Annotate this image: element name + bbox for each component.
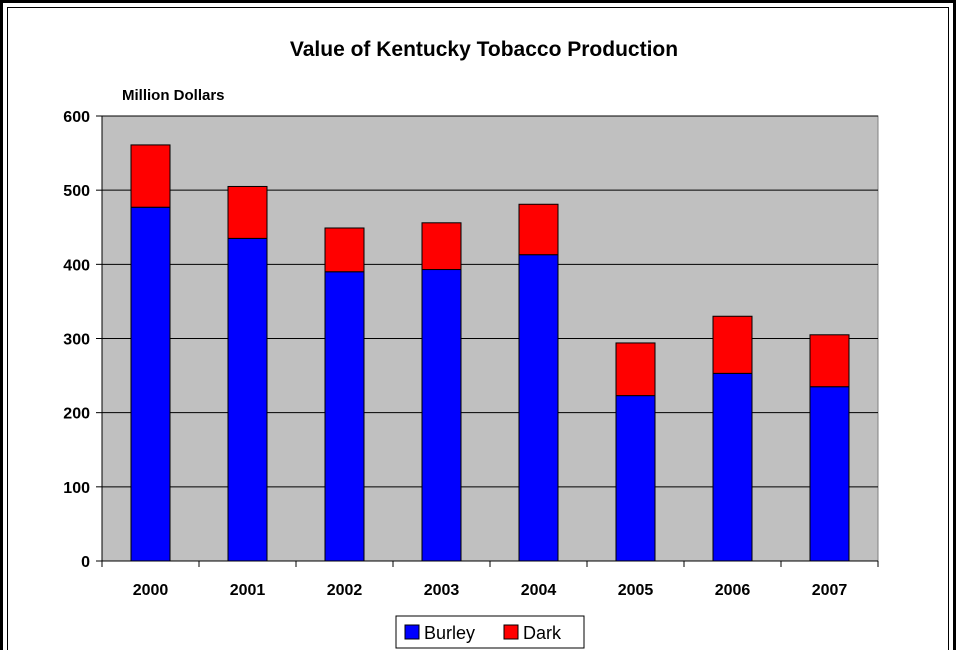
chart-inner-frame <box>7 7 949 650</box>
bar-burley-2001 <box>227 237 268 562</box>
legend-swatch-dark <box>503 624 519 640</box>
x-tick-label: 2005 <box>618 582 654 599</box>
bar-burley-2005 <box>615 395 656 562</box>
bar-dark-2007 <box>809 334 850 388</box>
x-tick-label: 2004 <box>521 582 557 599</box>
axes <box>96 115 879 567</box>
y-tick-label: 500 <box>63 183 90 200</box>
chart-title: Value of Kentucky Tobacco Production <box>290 38 678 61</box>
legend: Burley Dark <box>395 615 585 649</box>
x-tick-label: 2000 <box>133 582 169 599</box>
x-tick-label: 2006 <box>715 582 751 599</box>
bar-burley-2006 <box>712 372 753 562</box>
x-tick-label: 2001 <box>230 582 266 599</box>
bar-burley-2004 <box>518 254 559 562</box>
y-tick-label: 200 <box>63 406 90 423</box>
y-tick-label: 0 <box>81 554 90 571</box>
bar-burley-2002 <box>324 271 365 562</box>
legend-swatch-burley <box>404 624 420 640</box>
y-tick-label: 100 <box>63 480 90 497</box>
bar-dark-2000 <box>130 144 171 208</box>
y-tick-label: 600 <box>63 109 90 126</box>
y-tick-label: 400 <box>63 257 90 274</box>
x-tick-labels: 2000 2001 2002 2003 2004 2005 2006 2007 <box>133 582 848 599</box>
legend-label-dark: Dark <box>523 623 562 643</box>
bars <box>130 144 850 562</box>
bar-dark-2004 <box>518 203 559 256</box>
y-axis-unit-label: Million Dollars <box>122 87 225 104</box>
bar-dark-2005 <box>615 342 656 397</box>
bar-burley-2003 <box>421 269 462 562</box>
bar-dark-2001 <box>227 185 268 239</box>
bar-dark-2003 <box>421 222 462 271</box>
x-tick-label: 2003 <box>424 582 460 599</box>
bar-dark-2002 <box>324 227 365 273</box>
y-tick-labels: 0 100 200 300 400 500 600 <box>63 109 90 571</box>
legend-box <box>395 615 585 649</box>
x-tick-label: 2002 <box>327 582 363 599</box>
legend-label-burley: Burley <box>424 623 475 643</box>
bar-burley-2000 <box>130 206 171 562</box>
x-tick-label: 2007 <box>812 582 848 599</box>
bar-dark-2006 <box>712 315 753 374</box>
bar-burley-2007 <box>809 386 850 562</box>
y-tick-label: 300 <box>63 332 90 349</box>
